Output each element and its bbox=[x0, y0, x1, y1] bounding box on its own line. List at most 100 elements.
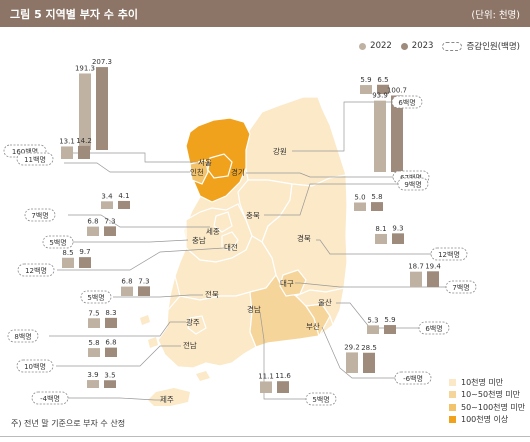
bar-2023-전북 bbox=[138, 286, 150, 296]
change-label-대구: 7백명 bbox=[452, 283, 469, 292]
change-pill-대전 bbox=[17, 263, 55, 277]
connector-충남 bbox=[73, 239, 189, 243]
region-label-경기: 경기 bbox=[231, 167, 245, 177]
region-legend-swatch bbox=[449, 391, 456, 399]
value-label-2023-충남: 7.3 bbox=[104, 217, 115, 225]
region-legend-label: 100천명 이상 bbox=[461, 415, 509, 425]
change-label-제주: -4백명 bbox=[40, 394, 60, 403]
bar-2022-강원 bbox=[360, 85, 372, 94]
change-pill-제주 bbox=[31, 391, 69, 405]
region-label-제주: 제주 bbox=[160, 395, 174, 404]
value-label-2022-충북: 5.0 bbox=[354, 194, 365, 202]
value-label-2023-경남: 11.6 bbox=[275, 372, 291, 380]
legend-2022: 2022 bbox=[359, 41, 392, 51]
change-pill-대구 bbox=[445, 280, 477, 294]
map-gwangju bbox=[187, 315, 207, 335]
change-pill-전남 bbox=[16, 359, 54, 373]
region-legend-swatch bbox=[449, 403, 456, 411]
region-legend-label: 50~100천명 미만 bbox=[461, 402, 526, 412]
value-label-2022-광주: 7.5 bbox=[88, 309, 99, 317]
region-label-울산: 울산 bbox=[318, 297, 332, 307]
change-label-경북: 12백명 bbox=[438, 250, 460, 259]
bar-2022-전북 bbox=[121, 286, 133, 296]
region-legend-item: 50~100천명 미만 bbox=[449, 401, 525, 414]
connector-경남 bbox=[259, 311, 306, 400]
connector-서울 bbox=[63, 152, 198, 163]
change-label-대전: 12백명 bbox=[25, 266, 47, 275]
change-pill-울산 bbox=[418, 321, 450, 335]
bar-2022-경북 bbox=[375, 233, 387, 244]
connector-부산 bbox=[321, 326, 395, 379]
bar-2022-인천 bbox=[61, 146, 73, 159]
change-pill-인천 bbox=[16, 152, 54, 166]
bar-2023-전남 bbox=[105, 347, 117, 357]
connector-세종 bbox=[68, 214, 210, 228]
change-pill-충남 bbox=[42, 235, 74, 249]
map-incheon bbox=[189, 159, 209, 185]
change-label-전북: 5백명 bbox=[87, 293, 104, 302]
korea-map bbox=[140, 96, 348, 406]
bar-2023-제주 bbox=[104, 380, 116, 388]
connector-충북 bbox=[264, 183, 398, 216]
value-label-2023-대전: 9.7 bbox=[79, 248, 90, 256]
region-label-부산: 부산 bbox=[306, 321, 320, 331]
connector-강원 bbox=[292, 101, 392, 152]
value-label-2023-인천: 14.2 bbox=[76, 137, 92, 145]
connector-경북 bbox=[316, 239, 431, 255]
value-label-2023-세종: 4.1 bbox=[118, 192, 129, 200]
legend-change-label: 증감인원(백명) bbox=[466, 42, 520, 52]
region-label-대전: 대전 bbox=[224, 242, 238, 252]
bar-2022-경남 bbox=[260, 381, 272, 393]
bar-2023-대전 bbox=[79, 257, 91, 268]
bar-2022-충북 bbox=[354, 202, 366, 211]
region-legend-label: 10~50천명 미만 bbox=[461, 390, 521, 400]
change-label-충남: 5백명 bbox=[49, 238, 66, 247]
bar-2022-경기 bbox=[374, 100, 386, 172]
legend-2023: 2023 bbox=[400, 41, 433, 51]
bar-2023-울산 bbox=[384, 325, 396, 334]
legend-2022-swatch bbox=[359, 42, 367, 50]
region-label-충북: 충북 bbox=[246, 211, 260, 220]
map-island-1 bbox=[148, 337, 158, 348]
value-label-2023-강원: 6.5 bbox=[377, 76, 388, 84]
change-label-부산: -6백명 bbox=[403, 374, 423, 383]
change-pill-충북 bbox=[397, 177, 429, 191]
legend-2023-swatch bbox=[400, 42, 408, 50]
region-legend: 10천명 미만 10~50천명 미만 50~100천명 미만 100천명 이상 bbox=[449, 376, 525, 426]
region-label-세종: 세종 bbox=[206, 227, 220, 236]
change-label-세종: 7백명 bbox=[31, 211, 48, 220]
connector-경기 bbox=[246, 172, 393, 178]
bar-2022-서울 bbox=[79, 73, 91, 150]
bar-2022-세종 bbox=[101, 201, 113, 209]
value-label-2023-울산: 5.9 bbox=[384, 316, 395, 324]
change-label-서울: 160백명 bbox=[12, 147, 38, 156]
map-sejong bbox=[213, 211, 233, 233]
value-label-2023-전남: 6.8 bbox=[105, 339, 116, 347]
value-label-2022-세종: 3.4 bbox=[101, 192, 113, 200]
map-daegu bbox=[279, 269, 307, 297]
map-jeonnam bbox=[157, 291, 257, 369]
bar-2022-전남 bbox=[88, 348, 100, 357]
series-legend: 2022 2023 증감인원(백명) bbox=[359, 40, 520, 52]
value-label-2022-강원: 5.9 bbox=[360, 76, 371, 84]
value-label-2022-울산: 5.3 bbox=[367, 316, 378, 324]
value-label-2022-대전: 8.5 bbox=[62, 249, 73, 257]
value-label-2023-대구: 19.4 bbox=[425, 262, 441, 270]
value-label-2023-충북: 5.8 bbox=[371, 193, 382, 201]
value-label-2022-경북: 8.1 bbox=[375, 225, 386, 233]
change-pill-경남 bbox=[305, 392, 337, 406]
bar-2022-대전 bbox=[62, 257, 74, 268]
bar-2022-대구 bbox=[410, 271, 422, 287]
connector-전북 bbox=[113, 294, 203, 298]
bar-2023-충남 bbox=[104, 226, 116, 236]
region-legend-item: 10~50천명 미만 bbox=[449, 389, 525, 402]
value-label-2022-대구: 18.7 bbox=[408, 263, 424, 271]
connector-전남 bbox=[56, 345, 181, 367]
change-label-전남: 10백명 bbox=[24, 362, 46, 371]
region-label-경남: 경남 bbox=[247, 304, 261, 314]
bar-2023-경남 bbox=[277, 381, 289, 393]
region-label-전남: 전남 bbox=[183, 340, 197, 350]
